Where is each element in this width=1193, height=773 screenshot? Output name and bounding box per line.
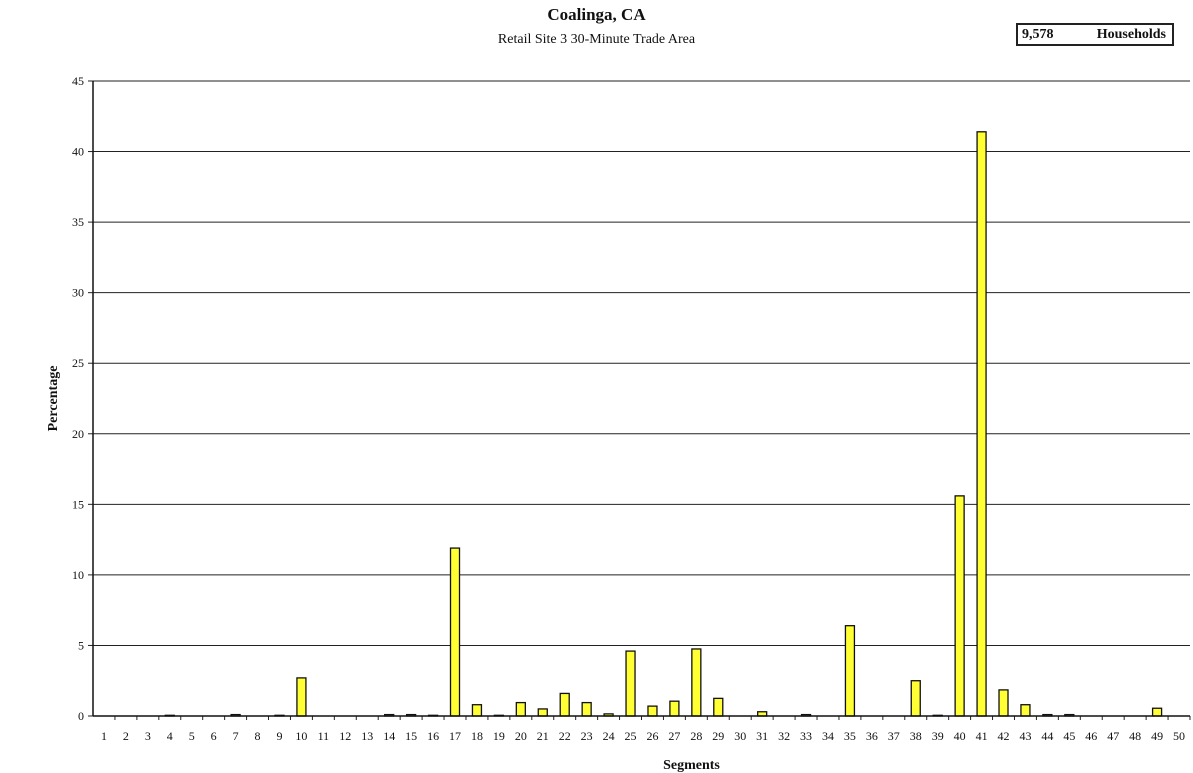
- x-tick-label: 31: [756, 729, 768, 743]
- y-tick-label: 35: [72, 215, 84, 229]
- x-tick-label: 23: [581, 729, 593, 743]
- x-tick-label: 19: [493, 729, 505, 743]
- x-tick-label: 1: [101, 729, 107, 743]
- bar-segment-28: [691, 648, 702, 717]
- x-tick-label: 30: [734, 729, 746, 743]
- bar-segment-10: [296, 677, 307, 717]
- x-tick-label: 36: [866, 729, 878, 743]
- x-tick-label: 16: [427, 729, 439, 743]
- bar-segment-26: [647, 705, 658, 717]
- x-tick-label: 11: [318, 729, 330, 743]
- x-tick-label: 48: [1129, 729, 1141, 743]
- x-tick-label: 34: [822, 729, 834, 743]
- x-tick-label: 4: [167, 729, 173, 743]
- bar-segment-27: [669, 700, 680, 717]
- y-tick-label: 15: [72, 497, 84, 511]
- bar-segment-20: [515, 701, 526, 717]
- y-tick-label: 0: [78, 709, 84, 723]
- x-axis-ticks: 1 2 3 4 5 6 7 8 9 10 11 12 13 14 15 16 17 18 19 20 21 22 23 24 2…: [101, 716, 1191, 743]
- bar-segment-38: [910, 680, 921, 717]
- bar-segment-43: [1020, 704, 1031, 717]
- x-tick-label: 15: [405, 729, 417, 743]
- households-count: 9,578: [1022, 27, 1054, 42]
- x-tick-label: 8: [255, 729, 261, 743]
- x-tick-label: 24: [603, 729, 615, 743]
- x-tick-label: 26: [646, 729, 658, 743]
- x-tick-label: 13: [361, 729, 373, 743]
- x-tick-label: 37: [888, 729, 900, 743]
- x-tick-label: 50: [1173, 729, 1185, 743]
- bar-segment-41: [976, 131, 987, 717]
- bar-segment-49: [1151, 707, 1163, 717]
- y-axis-ticks: 0 5 10 15 20 25 30 35 40 45: [72, 74, 93, 723]
- bar-segment-23: [581, 701, 592, 717]
- y-tick-label: 25: [72, 356, 84, 370]
- bar-segment-40: [954, 495, 965, 717]
- bar-segment-21: [537, 708, 548, 717]
- y-tick-label: 5: [78, 638, 84, 652]
- x-tick-label: 12: [339, 729, 351, 743]
- x-tick-label: 47: [1107, 729, 1119, 743]
- x-tick-label: 9: [276, 729, 282, 743]
- x-tick-label: 45: [1063, 729, 1075, 743]
- x-tick-label: 17: [449, 729, 461, 743]
- bar-segment-22: [559, 692, 570, 717]
- grid-lines: [93, 80, 1190, 646]
- x-tick-label: 20: [515, 729, 527, 743]
- x-tick-label: 6: [211, 729, 217, 743]
- x-tick-label: 29: [712, 729, 724, 743]
- y-tick-label: 10: [72, 568, 84, 582]
- bar-segment-29: [713, 697, 724, 717]
- households-label: Households: [1096, 27, 1166, 42]
- x-tick-label: 35: [844, 729, 856, 743]
- chart-title: Coalinga, CA: [547, 5, 646, 24]
- households-box: 9,578 Households: [1016, 23, 1174, 46]
- bar-segment-25: [625, 650, 636, 717]
- x-tick-label: 28: [690, 729, 702, 743]
- bars-group: [164, 131, 1163, 717]
- x-tick-label: 14: [383, 729, 395, 743]
- x-tick-label: 18: [471, 729, 483, 743]
- bar-segment-18: [471, 704, 483, 717]
- y-axis-label: Percentage: [46, 366, 61, 432]
- x-tick-label: 46: [1085, 729, 1097, 743]
- x-tick-label: 25: [625, 729, 637, 743]
- bar-segment-42: [998, 689, 1009, 717]
- bar-segment-17: [449, 547, 461, 717]
- x-tick-label: 5: [189, 729, 195, 743]
- x-tick-label: 10: [295, 729, 307, 743]
- bar-segment-35: [844, 625, 856, 717]
- x-tick-label: 40: [954, 729, 966, 743]
- x-tick-label: 44: [1041, 729, 1053, 743]
- x-tick-label: 32: [778, 729, 790, 743]
- x-tick-label: 49: [1151, 729, 1163, 743]
- x-tick-label: 42: [998, 729, 1010, 743]
- y-tick-label: 20: [72, 427, 84, 441]
- x-tick-label: 33: [800, 729, 812, 743]
- y-tick-label: 30: [72, 286, 84, 300]
- x-tick-label: 38: [910, 729, 922, 743]
- x-tick-label: 7: [233, 729, 239, 743]
- x-tick-label: 22: [559, 729, 571, 743]
- x-tick-label: 41: [976, 729, 988, 743]
- x-tick-label: 27: [668, 729, 680, 743]
- y-tick-label: 45: [72, 74, 84, 88]
- x-tick-label: 43: [1019, 729, 1031, 743]
- x-axis-label: Segments: [663, 758, 720, 773]
- x-tick-label: 39: [932, 729, 944, 743]
- y-tick-label: 40: [72, 145, 84, 159]
- chart-subtitle: Retail Site 3 30-Minute Trade Area: [497, 32, 696, 47]
- x-tick-label: 3: [145, 729, 151, 743]
- x-tick-label: 2: [123, 729, 129, 743]
- x-tick-label: 21: [537, 729, 549, 743]
